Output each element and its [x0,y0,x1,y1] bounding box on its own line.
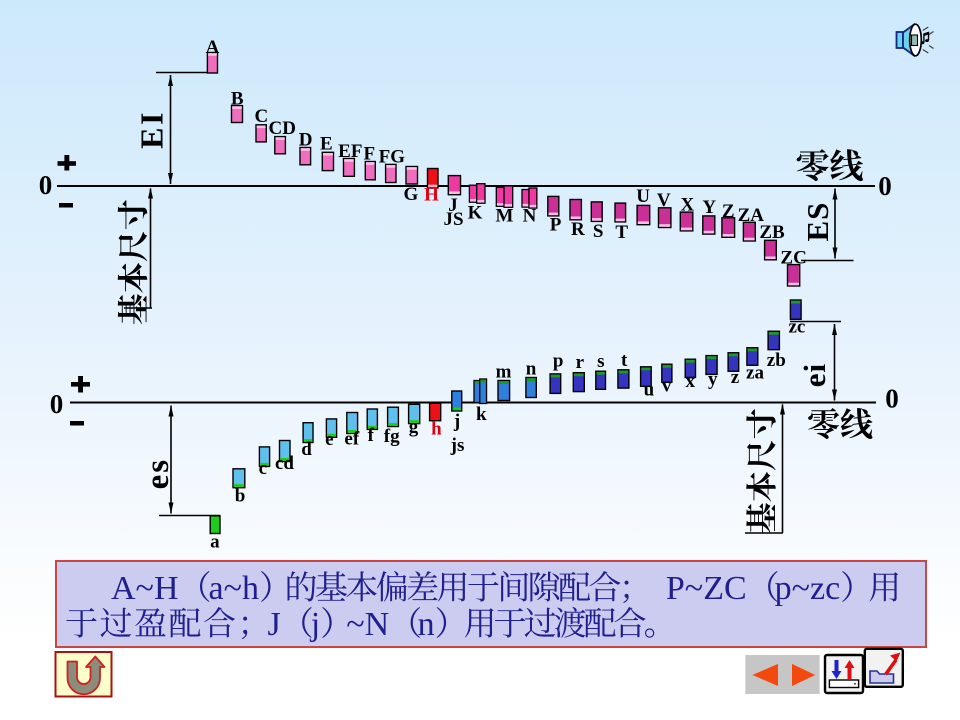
svg-text:ZA: ZA [738,205,765,226]
svg-text:ef: ef [344,429,359,450]
svg-text:j: j [453,411,460,432]
svg-text:S: S [593,221,604,242]
svg-text:cd: cd [275,453,294,474]
svg-text:K: K [468,203,483,224]
svg-text:F: F [363,144,375,165]
svg-text:ZC: ZC [780,247,806,268]
svg-text:t: t [621,350,628,371]
svg-text:r: r [576,352,585,373]
svg-text:u: u [644,380,655,401]
svg-text:ei: ei [797,363,832,387]
svg-text:M: M [496,206,514,227]
svg-text:E: E [320,133,333,154]
svg-text:c: c [259,458,267,479]
svg-text:EI: EI [134,110,170,149]
svg-text:EF: EF [338,141,362,162]
svg-text:CD: CD [268,118,295,139]
svg-text:p~zc: p~zc [775,570,841,607]
svg-text:J: J [268,606,281,643]
svg-text:f: f [368,425,375,446]
svg-text:h: h [431,419,442,440]
svg-text:0: 0 [878,171,892,201]
svg-text:n: n [526,359,537,380]
svg-text:a: a [210,532,220,553]
svg-text:zc: zc [788,317,805,338]
svg-text:e: e [325,429,333,450]
svg-text:p: p [553,351,564,372]
svg-text:A~H: A~H [111,570,179,607]
svg-text:V: V [657,190,671,211]
svg-text:U: U [636,186,650,207]
svg-text:~N: ~N [346,606,389,643]
svg-text:FG: FG [379,147,406,168]
svg-text:B: B [231,89,244,110]
svg-text:P: P [550,214,562,235]
svg-text:v: v [662,376,672,397]
svg-text:es: es [140,458,176,490]
svg-text:R: R [571,219,585,240]
svg-text:N: N [523,206,537,227]
svg-text:y: y [708,369,718,390]
svg-text:D: D [299,129,313,150]
svg-text:m: m [496,362,512,383]
svg-text:fg: fg [384,426,400,447]
svg-text:ES: ES [800,202,835,242]
svg-text:X: X [681,194,695,215]
svg-text:za: za [746,363,764,384]
svg-text:n: n [418,606,435,643]
svg-text:x: x [686,371,696,392]
svg-text:G: G [404,184,419,205]
svg-text:js: js [450,435,465,456]
svg-text:j: j [310,606,320,643]
svg-text:k: k [476,404,487,425]
svg-text:T: T [615,222,628,243]
svg-text:0: 0 [885,384,899,414]
svg-text:s: s [597,351,604,372]
svg-text:P~ZC: P~ZC [666,570,747,607]
svg-text:ZB: ZB [759,222,785,243]
svg-text:Y: Y [702,197,716,218]
svg-text:H: H [424,185,439,206]
svg-text:z: z [731,367,740,388]
svg-text:J: J [448,195,458,216]
svg-text:0: 0 [39,170,53,200]
svg-text:zb: zb [767,350,786,371]
svg-text:A: A [206,37,220,58]
svg-text:d: d [301,439,312,460]
svg-text:JS: JS [443,209,463,230]
svg-text:C: C [255,106,269,127]
svg-text:a~h: a~h [209,570,260,607]
svg-text:Z: Z [722,201,735,222]
svg-text:g: g [409,417,419,438]
svg-text:0: 0 [50,389,64,419]
svg-text:b: b [235,486,246,507]
